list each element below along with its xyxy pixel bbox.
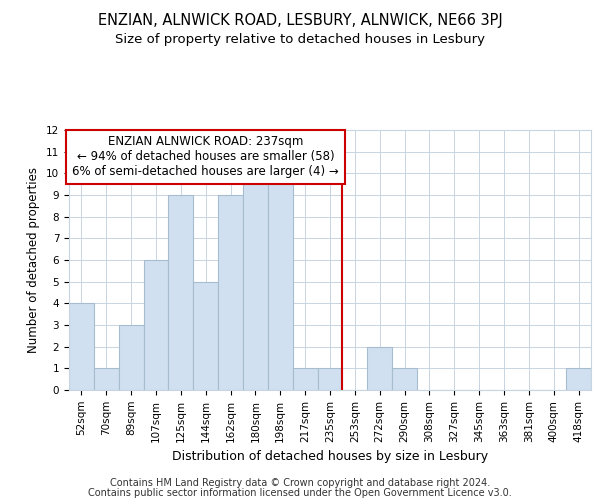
Bar (243, 174, 268, 390)
Bar (169, 195, 193, 390)
X-axis label: Distribution of detached houses by size in Lesbury: Distribution of detached houses by size … (172, 450, 488, 463)
Bar (566, 368, 591, 390)
Bar (143, 260, 169, 390)
Text: Contains HM Land Registry data © Crown copyright and database right 2024.: Contains HM Land Registry data © Crown c… (110, 478, 490, 488)
Bar (392, 368, 417, 390)
Bar (268, 174, 293, 390)
Bar (69, 304, 94, 390)
Text: ENZIAN, ALNWICK ROAD, LESBURY, ALNWICK, NE66 3PJ: ENZIAN, ALNWICK ROAD, LESBURY, ALNWICK, … (98, 12, 502, 28)
Y-axis label: Number of detached properties: Number of detached properties (28, 167, 40, 353)
Bar (193, 282, 218, 390)
Bar (218, 195, 243, 390)
Bar (367, 346, 392, 390)
Text: ENZIAN ALNWICK ROAD: 237sqm
← 94% of detached houses are smaller (58)
6% of semi: ENZIAN ALNWICK ROAD: 237sqm ← 94% of det… (73, 136, 339, 178)
Bar (119, 325, 143, 390)
Bar (317, 368, 343, 390)
Text: Size of property relative to detached houses in Lesbury: Size of property relative to detached ho… (115, 32, 485, 46)
Bar (94, 368, 119, 390)
Text: Contains public sector information licensed under the Open Government Licence v3: Contains public sector information licen… (88, 488, 512, 498)
Bar (293, 368, 317, 390)
